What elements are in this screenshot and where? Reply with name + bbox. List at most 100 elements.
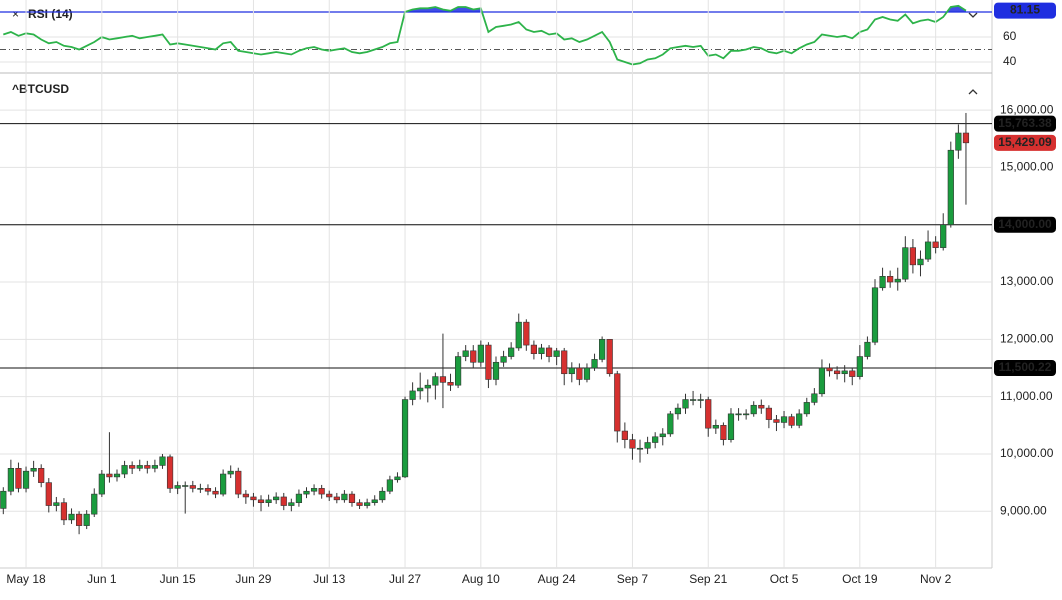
candle-body bbox=[371, 499, 378, 503]
x-tick-label: Nov 2 bbox=[920, 572, 952, 586]
candle-body bbox=[621, 430, 628, 440]
candle-body bbox=[38, 468, 45, 483]
candle-body bbox=[765, 407, 772, 420]
candle-body bbox=[803, 402, 810, 415]
candle-body bbox=[439, 376, 447, 383]
rsi-title: RSI (14) bbox=[28, 7, 73, 21]
last-price-label: 15,429.09 bbox=[998, 135, 1052, 149]
candle-body bbox=[333, 496, 340, 501]
y-tick-label: 40 bbox=[1003, 54, 1017, 68]
candle-body bbox=[189, 485, 196, 489]
candle-body bbox=[417, 387, 424, 392]
candle-body bbox=[773, 419, 780, 423]
candle-body bbox=[220, 473, 227, 495]
candle-body bbox=[924, 241, 932, 260]
candle-body bbox=[515, 321, 522, 349]
candle-body bbox=[788, 416, 795, 426]
candle-body bbox=[818, 367, 826, 395]
candle-body bbox=[394, 476, 401, 481]
candle-body bbox=[273, 496, 280, 501]
x-tick-label: Sep 21 bbox=[689, 572, 727, 586]
expand-icon[interactable] bbox=[968, 89, 978, 95]
candle-body bbox=[940, 224, 947, 248]
candle-body bbox=[121, 465, 128, 475]
candle-body bbox=[409, 390, 416, 400]
candle-body bbox=[917, 258, 924, 266]
candle-body bbox=[932, 241, 939, 248]
price-badge bbox=[994, 216, 1056, 233]
x-tick-label: Jun 15 bbox=[160, 572, 196, 586]
candle-body bbox=[780, 416, 788, 423]
candle-body bbox=[667, 413, 674, 435]
candle-body bbox=[7, 468, 14, 492]
candle-body bbox=[401, 399, 409, 478]
candle-body bbox=[113, 473, 121, 478]
candle-body bbox=[962, 132, 970, 144]
candle-body bbox=[947, 149, 954, 226]
candle-body bbox=[568, 367, 575, 375]
x-tick-label: Oct 19 bbox=[842, 572, 878, 586]
candle-body bbox=[743, 413, 750, 416]
candle-body bbox=[856, 356, 863, 377]
candle-body bbox=[508, 347, 515, 357]
y-tick-label: 10,000.00 bbox=[1000, 446, 1054, 460]
candle-body bbox=[15, 468, 22, 489]
candle-body bbox=[674, 407, 682, 415]
candle-body bbox=[386, 479, 393, 492]
candle-body bbox=[0, 490, 7, 509]
candle-body bbox=[629, 439, 636, 449]
candle-body bbox=[310, 488, 318, 492]
candle-body bbox=[295, 493, 303, 503]
candle-body bbox=[30, 468, 37, 472]
candle-body bbox=[530, 344, 537, 354]
candle-body bbox=[53, 502, 60, 506]
y-tick-label: 9,000.00 bbox=[1000, 503, 1047, 517]
candle-body bbox=[379, 490, 386, 501]
candle-body bbox=[523, 321, 530, 346]
collapse-icon[interactable] bbox=[968, 12, 978, 18]
candle-body bbox=[636, 447, 644, 450]
price-badge-label: 14,000.00 bbox=[998, 217, 1052, 231]
candle-body bbox=[166, 456, 174, 489]
rsi-value-label: 81.15 bbox=[1010, 3, 1040, 17]
candle-body bbox=[68, 513, 75, 521]
candle-body bbox=[91, 493, 98, 515]
candle-body bbox=[136, 465, 143, 469]
candle-body bbox=[955, 132, 962, 151]
candle-body bbox=[462, 350, 469, 357]
candle-body bbox=[583, 367, 591, 380]
x-tick-label: Oct 5 bbox=[770, 572, 799, 586]
candle-body bbox=[689, 399, 697, 401]
candle-body bbox=[871, 287, 879, 343]
candle-body bbox=[538, 347, 545, 354]
candle-body bbox=[424, 384, 431, 389]
price-title: ^BTCUSD bbox=[12, 82, 69, 96]
y-tick-label: 16,000.00 bbox=[1000, 102, 1054, 116]
candle-body bbox=[576, 367, 583, 380]
rsi-line bbox=[3, 4, 967, 66]
x-tick-label: May 18 bbox=[6, 572, 46, 586]
candle-body bbox=[242, 493, 249, 498]
candle-body bbox=[492, 361, 500, 380]
candle-body bbox=[204, 488, 212, 492]
close-icon[interactable]: × bbox=[12, 7, 19, 21]
x-tick-label: Aug 24 bbox=[538, 572, 576, 586]
candle-body bbox=[182, 485, 189, 487]
candle-body bbox=[129, 465, 136, 469]
candle-body bbox=[750, 404, 757, 415]
candle-body bbox=[106, 473, 113, 478]
candle-body bbox=[599, 339, 606, 360]
price-badge bbox=[994, 115, 1056, 132]
candle-body bbox=[454, 356, 462, 386]
candle-body bbox=[22, 470, 30, 489]
candle-body bbox=[280, 496, 287, 506]
candle-body bbox=[212, 490, 219, 495]
candle-body bbox=[735, 413, 742, 416]
candle-body bbox=[902, 247, 909, 280]
candle-body bbox=[833, 370, 841, 375]
candle-body bbox=[849, 370, 856, 377]
candle-body bbox=[257, 499, 265, 503]
x-tick-label: Aug 10 bbox=[462, 572, 500, 586]
candle-body bbox=[887, 276, 894, 283]
